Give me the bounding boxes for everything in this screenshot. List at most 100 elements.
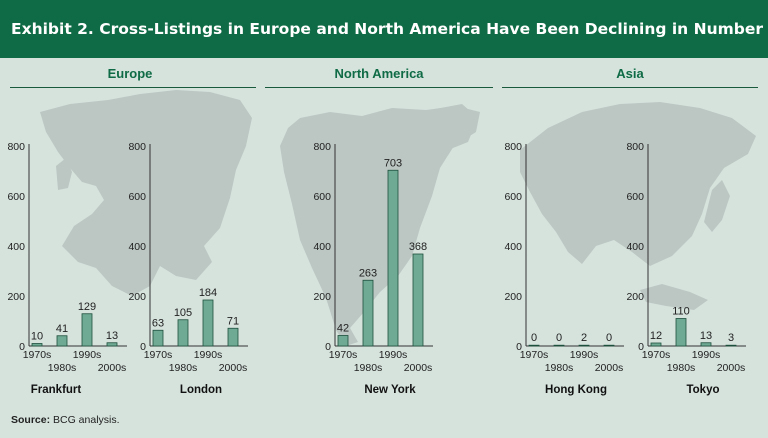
new-york-bar-1980s [362, 279, 374, 347]
frankfurt-bar-1980s [56, 335, 68, 347]
frankfurt-bar-1970s [31, 343, 43, 347]
tokyo-xtick-1970s: 1970s [642, 349, 671, 361]
region-title-europe: Europe [107, 66, 153, 81]
london-ytick-0: 0 [140, 341, 146, 353]
scandinavia-map [110, 98, 150, 150]
hong-kong-value-1980s: 0 [556, 332, 562, 344]
frankfurt-xtick-1980s: 1980s [48, 362, 77, 374]
british-isles-map [56, 158, 72, 190]
hong-kong-ytick-800: 800 [504, 141, 522, 153]
hong-kong-value-1970s: 0 [531, 332, 537, 344]
london-value-1980s: 105 [174, 307, 192, 319]
new-york-xtick-2000s: 2000s [404, 362, 433, 374]
region-rule-north-america [265, 87, 493, 88]
hong-kong-chart-title: Hong Kong [545, 384, 607, 396]
hong-kong-bar-1990s [578, 344, 590, 347]
tokyo-xtick-1990s: 1990s [692, 349, 721, 361]
new-york-value-1980s: 263 [359, 267, 377, 279]
hong-kong-bar-1980s [553, 344, 565, 347]
new-york-value-1990s: 703 [384, 157, 402, 169]
london-chart-title: London [180, 384, 222, 396]
source-note: Source: BCG analysis. [11, 414, 120, 426]
region-title-asia: Asia [616, 66, 644, 81]
frankfurt-chart-title: Frankfurt [31, 384, 82, 396]
greenland-map [430, 104, 478, 150]
frankfurt-value-1980s: 41 [56, 323, 68, 335]
frankfurt-bar-1990s [81, 313, 93, 347]
frankfurt-bar-2000s [106, 342, 118, 347]
frankfurt-ytick-0: 0 [19, 341, 25, 353]
hong-kong-bar-1970s [528, 344, 540, 347]
london-bar-1990s [202, 299, 214, 347]
tokyo-ytick-400: 400 [626, 241, 644, 253]
tokyo-chart-title: Tokyo [686, 384, 719, 396]
north-america-map [280, 106, 480, 346]
london-value-2000s: 71 [227, 315, 239, 327]
new-york-xtick-1980s: 1980s [354, 362, 383, 374]
tokyo-value-1980s: 110 [672, 306, 690, 318]
london-xtick-1980s: 1980s [169, 362, 198, 374]
hong-kong-value-1990s: 2 [581, 332, 587, 344]
tokyo-ytick-600: 600 [626, 191, 644, 203]
tokyo-value-1970s: 12 [650, 330, 662, 342]
tokyo-bar-1970s [650, 342, 662, 347]
tokyo-bar-1990s [700, 342, 712, 347]
london-ytick-400: 400 [128, 241, 146, 253]
new-york-xtick-1970s: 1970s [329, 349, 358, 361]
new-york-bar-2000s [412, 253, 424, 347]
hong-kong-xtick-1970s: 1970s [520, 349, 549, 361]
tokyo-xtick-2000s: 2000s [717, 362, 746, 374]
london-xtick-1990s: 1990s [194, 349, 223, 361]
tokyo-ytick-800: 800 [626, 141, 644, 153]
tokyo-bar-1980s [675, 318, 687, 347]
hong-kong-ytick-400: 400 [504, 241, 522, 253]
new-york-value-2000s: 368 [409, 241, 427, 253]
exhibit-title: Exhibit 2. Cross-Listings in Europe and … [0, 0, 768, 58]
frankfurt-value-2000s: 13 [106, 330, 118, 342]
tokyo-xtick-1980s: 1980s [667, 362, 696, 374]
europe-map [40, 90, 252, 296]
tokyo-ytick-200: 200 [626, 291, 644, 303]
map-layer [40, 90, 756, 346]
hong-kong-bar-2000s [603, 344, 615, 347]
new-york-ytick-0: 0 [325, 341, 331, 353]
hong-kong-xtick-2000s: 2000s [595, 362, 624, 374]
frankfurt-ytick-800: 800 [7, 141, 25, 153]
london-bar-1970s [152, 329, 164, 347]
frankfurt-ytick-200: 200 [7, 291, 25, 303]
source-label: Source: [11, 414, 51, 426]
new-york-value-1970s: 42 [337, 323, 349, 335]
london-xtick-2000s: 2000s [219, 362, 248, 374]
london-ytick-800: 800 [128, 141, 146, 153]
japan-map [704, 180, 730, 232]
tokyo-value-1990s: 13 [700, 330, 712, 342]
hong-kong-ytick-200: 200 [504, 291, 522, 303]
new-york-chart-title: New York [364, 384, 416, 396]
hong-kong-xtick-1990s: 1990s [570, 349, 599, 361]
tokyo-bar-2000s [725, 344, 737, 347]
frankfurt-xtick-2000s: 2000s [98, 362, 127, 374]
london-bar-1980s [177, 319, 189, 347]
asia-map [520, 102, 756, 266]
source-text: BCG analysis. [53, 414, 120, 426]
london-bar-2000s [227, 327, 239, 347]
frankfurt-value-1990s: 129 [78, 301, 96, 313]
new-york-xtick-1990s: 1990s [379, 349, 408, 361]
tokyo-ytick-0: 0 [638, 341, 644, 353]
new-york-ytick-200: 200 [313, 291, 331, 303]
hong-kong-value-2000s: 0 [606, 332, 612, 344]
frankfurt-xtick-1990s: 1990s [73, 349, 102, 361]
london-value-1970s: 63 [152, 317, 164, 329]
london-ytick-600: 600 [128, 191, 146, 203]
region-rule-asia [502, 87, 758, 88]
hong-kong-ytick-0: 0 [516, 341, 522, 353]
new-york-ytick-600: 600 [313, 191, 331, 203]
frankfurt-value-1970s: 10 [31, 331, 43, 343]
bars-layer: 0200400600800101970s411980s1291990s13200… [7, 141, 746, 396]
london-value-1990s: 184 [199, 287, 217, 299]
london-ytick-200: 200 [128, 291, 146, 303]
hong-kong-xtick-1980s: 1980s [545, 362, 574, 374]
london-xtick-1970s: 1970s [144, 349, 173, 361]
indonesia-map [640, 284, 708, 310]
